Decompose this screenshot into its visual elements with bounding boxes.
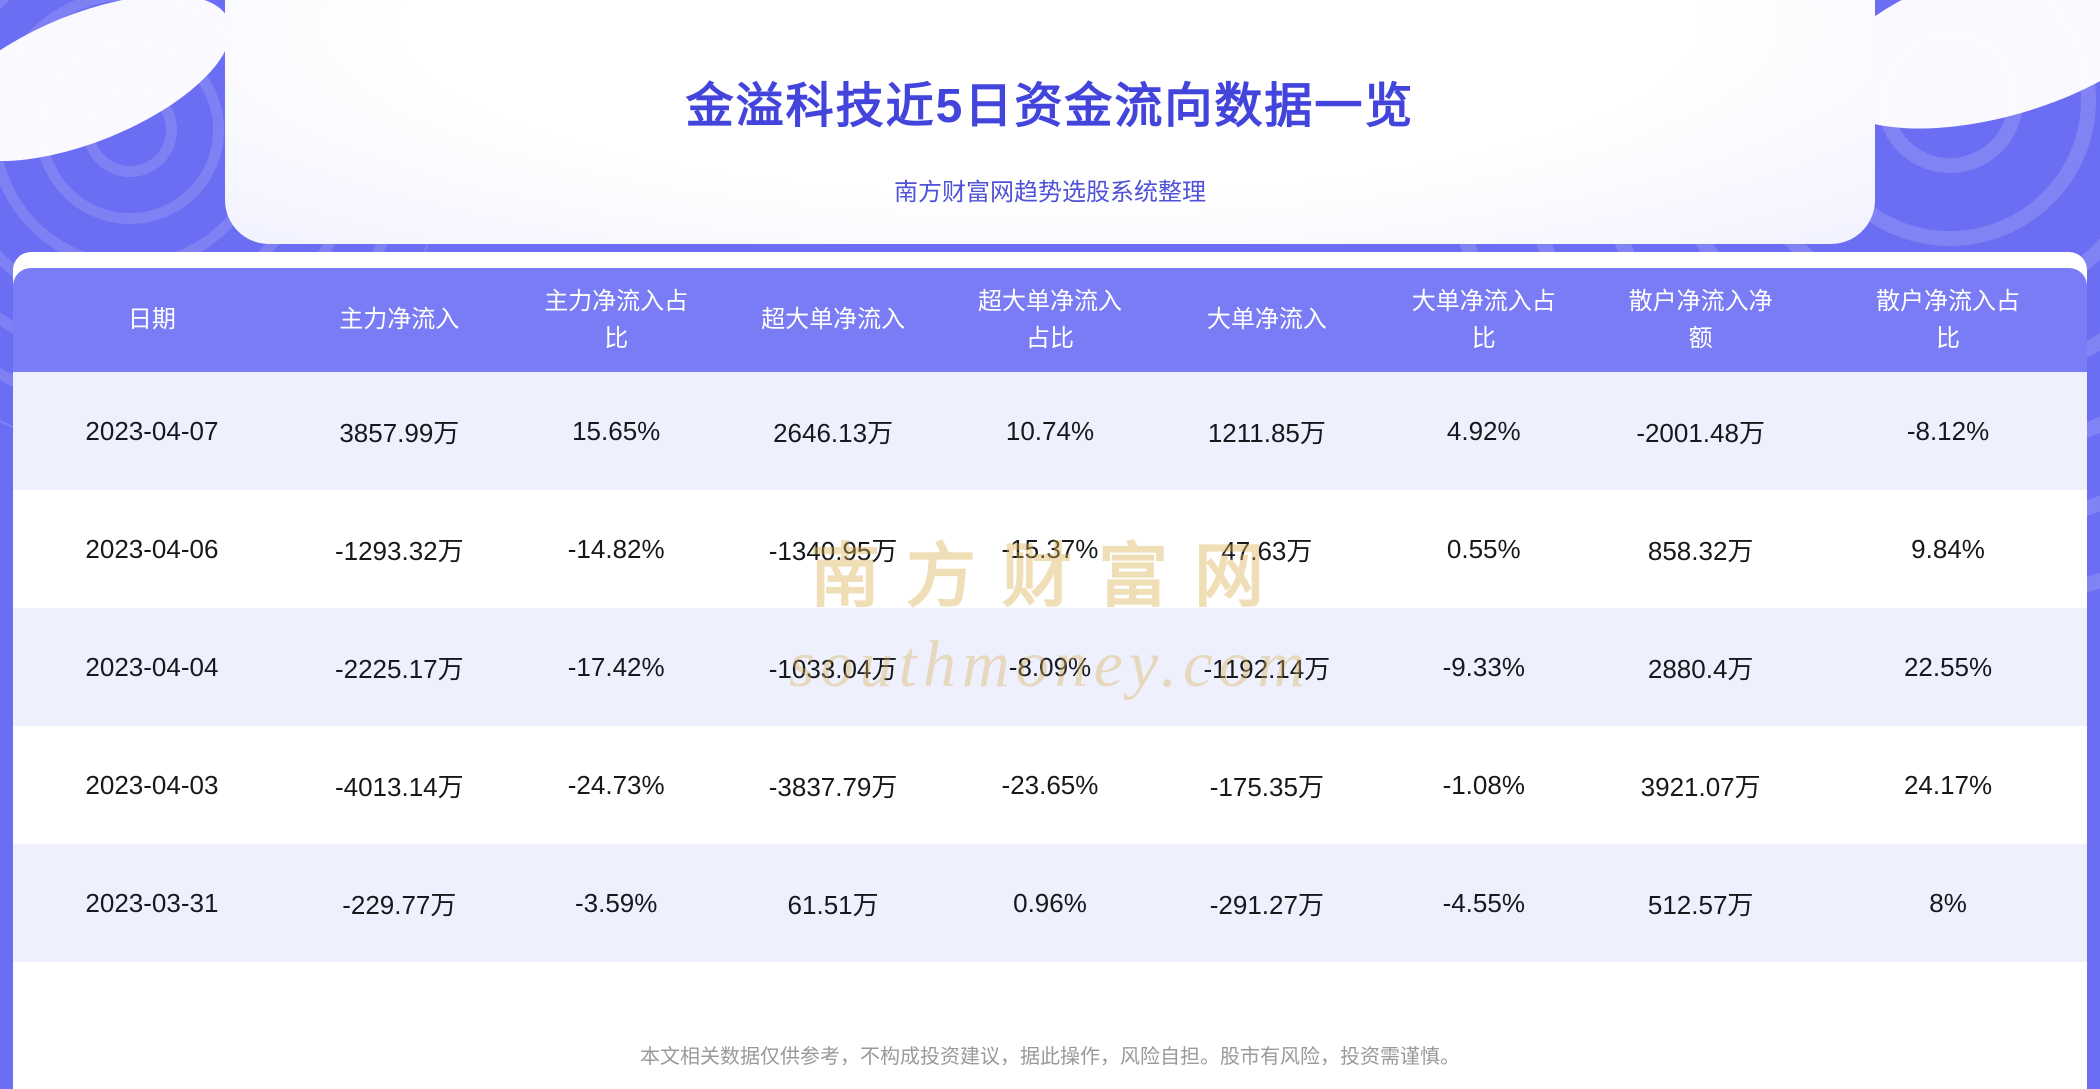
value-cell: 0.96% [1013, 887, 1087, 918]
value-cell: -229.77万 [342, 889, 457, 920]
column-header-8: 散户净流入净额 [1592, 268, 1810, 372]
disclaimer-text: 本文相关数据仅供参考，不构成投资建议，据此操作，风险自担。股市有风险，投资需谨慎… [640, 1046, 1460, 1068]
value-cell: 15.65% [572, 415, 661, 446]
column-header-4: 超大单净流入 [724, 268, 942, 372]
column-header-label: 日期 [127, 306, 176, 334]
column-header-6: 大单净流入 [1158, 268, 1376, 372]
column-header-label: 主力净流入占比 [544, 287, 689, 352]
value-cell: 2880.4万 [1647, 653, 1754, 684]
table-body: 2023-04-07 3857.99万 15.65% 2646.13万 10.74% 12… [13, 372, 2087, 962]
date-cell: 2023-04-03 [85, 769, 219, 800]
page-title: 金溢科技近5日资金流向数据一览 [685, 80, 1415, 133]
date-cell: 2023-04-07 [85, 415, 219, 446]
column-header-label: 大单净流入 [1206, 306, 1327, 334]
date-cell: 2023-04-04 [85, 651, 219, 682]
header-panel: 金溢科技近5日资金流向数据一览 南方财富网趋势选股系统整理 [225, 0, 1875, 244]
value-cell: 9.84% [1911, 533, 1985, 564]
table-row: 2023-04-07 3857.99万 15.65% 2646.13万 10.74% 12… [13, 372, 2087, 490]
value-cell: -15.37% [1001, 533, 1099, 564]
value-cell: -175.35万 [1209, 771, 1324, 802]
value-cell: 3857.99万 [339, 417, 460, 448]
value-cell: 22.55% [1903, 651, 1993, 682]
column-header-7: 大单净流入占比 [1375, 268, 1593, 372]
column-header-2: 主力净流入 [290, 268, 508, 372]
column-header-1: 日期 [13, 268, 291, 372]
value-cell: 2646.13万 [773, 417, 894, 448]
table-header: 日期 主力净流入 主力净流入占比 超大单净流入 超大单净流入占比 大单净流入 大单净流入占比… [13, 268, 2087, 372]
column-header-9: 散户净流入占比 [1809, 268, 2087, 372]
decorative-blob-left [0, 0, 253, 196]
value-cell: -1192.14万 [1203, 653, 1331, 684]
value-cell: 858.32万 [1647, 535, 1754, 566]
page-subtitle: 南方财富网趋势选股系统整理 [894, 179, 1206, 206]
fund-flow-table: 日期 主力净流入 主力净流入占比 超大单净流入 超大单净流入占比 大单净流入 大单净流入占比… [13, 268, 2087, 962]
value-cell: -2001.48万 [1636, 417, 1765, 448]
column-header-3: 主力净流入占比 [507, 268, 725, 372]
column-header-label: 大单净流入占比 [1411, 287, 1556, 352]
value-cell: -4.55% [1442, 887, 1525, 918]
value-cell: -4013.14万 [334, 771, 464, 802]
column-header-label: 超大单净流入占比 [977, 287, 1122, 352]
column-header-label: 散户净流入占比 [1876, 287, 2021, 352]
table-row: 2023-03-31 -229.77万 -3.59% 61.51万 0.96% -291.… [13, 844, 2087, 962]
value-cell: -291.27万 [1209, 889, 1324, 920]
value-cell: 3921.07万 [1640, 771, 1761, 802]
table-header-row: 日期 主力净流入 主力净流入占比 超大单净流入 超大单净流入占比 大单净流入 大单净流入占比… [13, 268, 2087, 372]
value-cell: 512.57万 [1647, 889, 1754, 920]
value-cell: -2225.17万 [334, 653, 464, 684]
table-row: 2023-04-06 -1293.32万 -14.82% -1340.95万 -15.3… [13, 490, 2087, 608]
value-cell: 61.51万 [787, 889, 879, 920]
value-cell: -17.42% [567, 651, 665, 682]
value-cell: -3.59% [575, 887, 658, 918]
value-cell: -9.33% [1442, 651, 1525, 682]
value-cell: -14.82% [567, 533, 665, 564]
value-cell: -1033.04万 [768, 653, 898, 684]
table-panel: 日期 主力净流入 主力净流入占比 超大单净流入 超大单净流入占比 大单净流入 大单净流入占比… [13, 252, 2087, 1089]
value-cell: 4.92% [1446, 415, 1521, 446]
column-header-5: 超大单净流入占比 [941, 268, 1159, 372]
value-cell: 0.55% [1446, 533, 1521, 564]
value-cell: 1211.85万 [1207, 417, 1326, 448]
date-cell: 2023-03-31 [85, 887, 219, 918]
value-cell: -23.65% [1001, 769, 1099, 800]
column-header-label: 散户净流入净额 [1628, 287, 1773, 352]
value-cell: -1.08% [1442, 769, 1525, 800]
value-cell: 10.74% [1005, 415, 1095, 446]
value-cell: 47.63万 [1221, 535, 1313, 566]
column-header-label: 主力净流入 [339, 306, 460, 334]
value-cell: 24.17% [1903, 769, 1993, 800]
value-cell: -1293.32万 [334, 535, 464, 566]
value-cell: 8% [1929, 887, 1967, 918]
date-cell: 2023-04-06 [85, 533, 219, 564]
column-header-label: 超大单净流入 [761, 306, 906, 334]
table-row: 2023-04-04 -2225.17万 -17.42% -1033.04万 -8.09… [13, 608, 2087, 726]
value-cell: -24.73% [567, 769, 665, 800]
value-cell: -3837.79万 [768, 771, 898, 802]
table-row: 2023-04-03 -4013.14万 -24.73% -3837.79万 -23.6… [13, 726, 2087, 844]
value-cell: -1340.95万 [768, 535, 898, 566]
value-cell: -8.12% [1906, 415, 1990, 446]
value-cell: -8.09% [1008, 651, 1092, 682]
